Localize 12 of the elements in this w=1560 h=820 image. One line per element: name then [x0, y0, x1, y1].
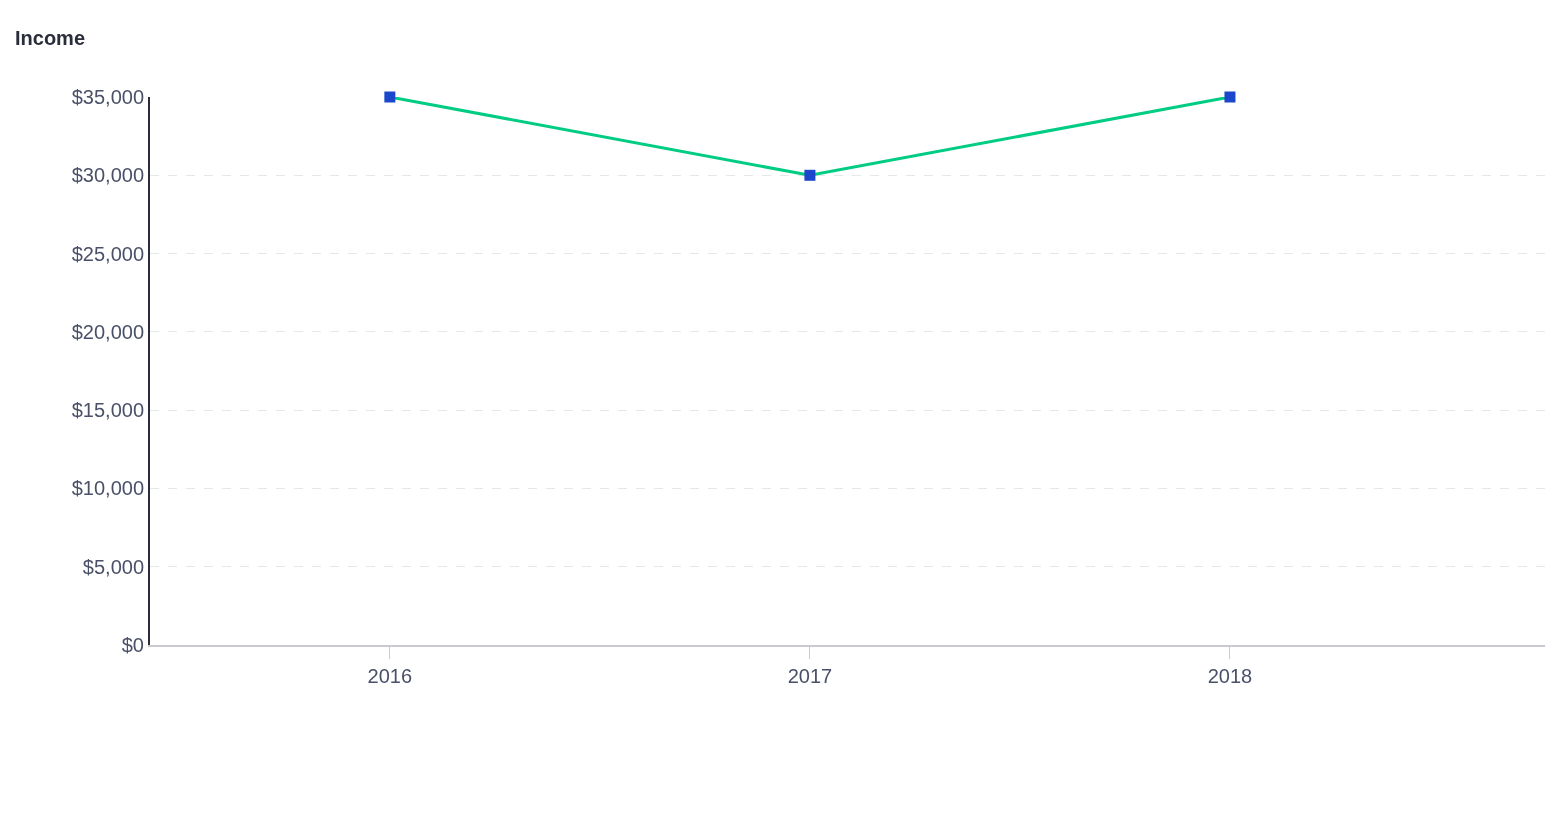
y-tick-label: $30,000: [71, 164, 144, 187]
y-tick-label: $25,000: [71, 242, 144, 265]
x-tick-label: 2016: [367, 665, 413, 687]
y-axis-title: Income: [15, 27, 86, 49]
y-tick-label: $0: [121, 634, 144, 656]
x-tick-label: 2018: [1207, 665, 1253, 687]
y-tick-label: $10,000: [71, 477, 144, 500]
y-tick-label: $5,000: [82, 555, 144, 578]
y-tick-label: $20,000: [71, 320, 144, 343]
y-tick-label: $35,000: [71, 86, 144, 108]
x-tick-label: 2017: [787, 665, 833, 687]
y-tick-label: $15,000: [71, 399, 144, 422]
